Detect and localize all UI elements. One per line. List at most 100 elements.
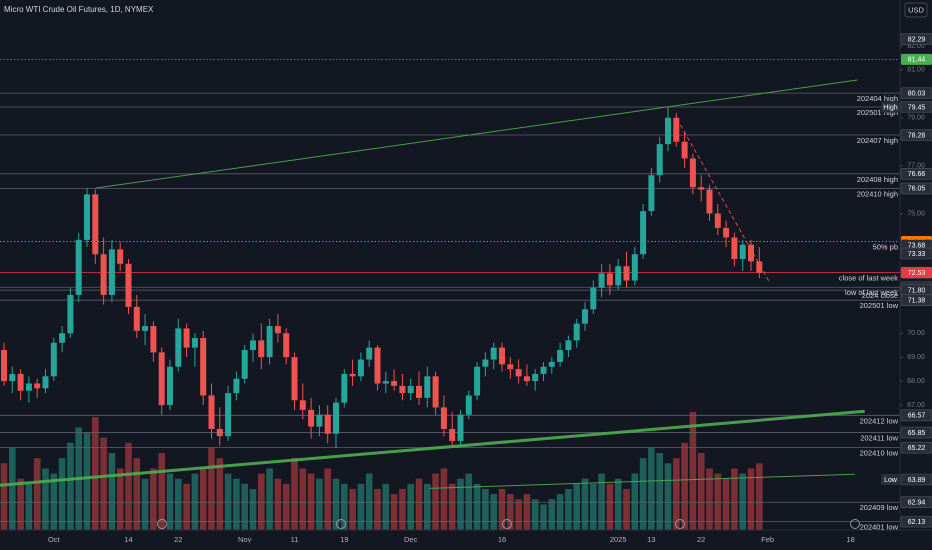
volume-bar — [332, 478, 340, 530]
candle-body — [474, 366, 481, 396]
event-icon[interactable] — [336, 519, 346, 529]
event-icon[interactable] — [675, 519, 685, 529]
volume-bar — [631, 473, 639, 530]
volume-bar — [498, 488, 506, 530]
candle-body — [689, 158, 696, 188]
volume-bar — [299, 468, 307, 530]
candle-body — [233, 378, 240, 394]
x-tick-label: 22 — [697, 535, 705, 544]
volume-bar — [17, 478, 24, 530]
candle-body — [92, 194, 99, 255]
volume-bar — [42, 468, 49, 530]
event-icon[interactable] — [157, 519, 167, 529]
x-tick-label: 14 — [124, 535, 132, 544]
volume-bar — [731, 468, 738, 530]
candle-body — [598, 273, 605, 288]
volume-bar — [681, 442, 688, 530]
candle-body — [50, 342, 57, 377]
candle-body — [399, 385, 406, 394]
candle-body — [482, 359, 489, 367]
y-tick-label: 75.00 — [907, 210, 925, 217]
candle-body — [565, 340, 572, 350]
price-label-box — [900, 426, 932, 439]
candle-body — [515, 369, 522, 377]
volume-bar — [108, 453, 116, 530]
level-annotation: 202410 low — [860, 449, 899, 458]
level-annotation: 50% pb — [873, 243, 898, 252]
candle-body — [548, 361, 555, 367]
x-tick-label: 19 — [340, 535, 348, 544]
price-label-box — [901, 267, 932, 279]
price-label-box — [900, 33, 932, 45]
candle-body — [631, 254, 638, 281]
candle-body — [17, 373, 24, 391]
candle-body — [465, 395, 472, 415]
x-tick-label: Dec — [404, 535, 418, 544]
candle-body — [391, 381, 398, 386]
volume-bar — [382, 483, 390, 530]
candle-body — [440, 407, 447, 429]
candle-body — [748, 244, 754, 262]
level-annotation: low of last week — [845, 288, 898, 297]
price-label: 71.38 — [908, 298, 926, 305]
candle-body — [158, 352, 165, 406]
candle-body — [432, 376, 439, 408]
price-label: 76.66 — [908, 171, 926, 178]
price-label: 80.03 — [908, 90, 926, 97]
volume-bar — [357, 483, 365, 530]
volume-bar — [648, 447, 655, 530]
price-label-box — [900, 409, 932, 422]
x-tick-label: 2025 — [610, 535, 627, 544]
candle-body — [150, 326, 157, 353]
currency-label[interactable]: USD — [908, 5, 924, 14]
axis-layer: 82.00 81.00 79.00 77.00 75.00 70.00 69.00 68.00… — [48, 33, 932, 544]
price-label: 72.53 — [908, 270, 926, 277]
x-tick-label: Oct — [48, 535, 61, 544]
volume-bar — [756, 463, 763, 530]
volume-bar — [399, 488, 406, 530]
price-label: 81.44 — [908, 57, 926, 64]
candle-body — [266, 326, 273, 358]
price-label: 62.13 — [908, 519, 926, 526]
volume-bar — [573, 483, 580, 530]
trend-line — [95, 79, 858, 189]
volume-bar — [407, 483, 414, 530]
price-label: 62.94 — [908, 500, 926, 507]
candle-body — [681, 141, 688, 159]
level-annotation: 202409 low — [860, 503, 899, 512]
volume-bar — [50, 473, 58, 530]
price-label-box — [900, 167, 932, 180]
candle-body — [183, 328, 190, 348]
volume-bar — [507, 494, 514, 530]
event-icon[interactable] — [850, 519, 860, 529]
x-tick-label: Feb — [761, 535, 774, 544]
x-tick-label: 11 — [291, 535, 299, 544]
y-tick-label: 68.00 — [907, 378, 925, 385]
volume-bar — [590, 483, 597, 530]
price-label: 79.45 — [908, 104, 926, 111]
price-label-box — [901, 53, 932, 65]
candle-body — [756, 261, 763, 273]
candle-body — [573, 323, 580, 341]
volume-bar — [565, 488, 572, 530]
candle-body — [324, 414, 331, 434]
volume-bar — [199, 468, 207, 530]
volume-bar — [58, 458, 66, 530]
volume-bar — [374, 488, 381, 530]
level-annotation: 202501 high — [857, 108, 898, 117]
candle-body — [606, 273, 613, 286]
volume-bar — [216, 458, 224, 530]
candle-body — [357, 359, 364, 377]
event-icon[interactable] — [502, 519, 512, 529]
candle-body — [84, 194, 90, 240]
x-tick-label: 18 — [846, 535, 854, 544]
price-label-box — [900, 515, 932, 528]
volume-bar — [116, 468, 124, 530]
volume-bar — [556, 494, 564, 530]
currency-button[interactable] — [904, 2, 928, 18]
price-label: 71.80 — [908, 287, 926, 294]
candle-body — [316, 414, 323, 427]
level-annotation: 2024 close — [862, 291, 898, 300]
price-label-box — [900, 182, 932, 195]
candle-body — [191, 338, 198, 348]
